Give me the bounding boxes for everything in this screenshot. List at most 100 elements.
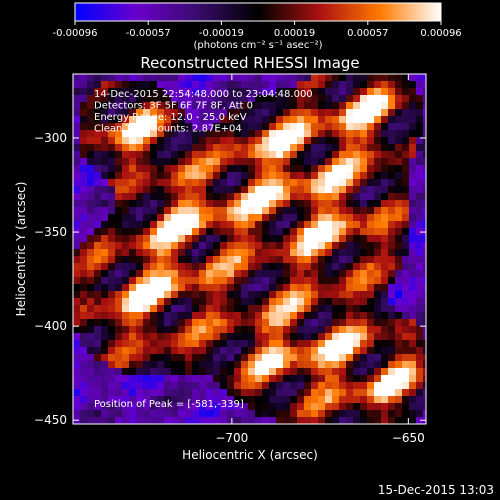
- heatmap-cell: [185, 95, 193, 103]
- heatmap-cell: [164, 186, 172, 194]
- heatmap-cell: [115, 172, 123, 180]
- heatmap-cell: [101, 81, 109, 89]
- heatmap-cell: [248, 361, 256, 369]
- heatmap-cell: [185, 88, 193, 96]
- heatmap-cell: [143, 123, 151, 131]
- heatmap-cell: [346, 242, 354, 250]
- heatmap-cell: [136, 81, 144, 89]
- heatmap-cell: [129, 375, 137, 383]
- heatmap-cell: [416, 207, 424, 215]
- heatmap-cell: [178, 137, 186, 145]
- heatmap-cell: [395, 123, 403, 131]
- heatmap-cell: [199, 123, 207, 131]
- heatmap-cell: [241, 88, 249, 96]
- heatmap-cell: [143, 340, 151, 348]
- heatmap-cell: [220, 312, 228, 320]
- heatmap-cell: [73, 347, 81, 355]
- heatmap-cell: [143, 186, 151, 194]
- heatmap-cell: [423, 410, 426, 418]
- heatmap-cell: [73, 263, 81, 271]
- heatmap-cell: [108, 109, 116, 117]
- heatmap-cell: [290, 375, 298, 383]
- heatmap-cell: [227, 256, 235, 264]
- heatmap-cell: [255, 305, 263, 313]
- heatmap-cell: [143, 403, 151, 411]
- heatmap-cell: [129, 298, 137, 306]
- heatmap-cell: [234, 109, 242, 117]
- heatmap-cell: [255, 228, 263, 236]
- heatmap-cell: [87, 221, 95, 229]
- heatmap-cell: [367, 193, 375, 201]
- heatmap-cell: [388, 249, 396, 257]
- heatmap-cell: [395, 116, 403, 124]
- heatmap-cell: [346, 263, 354, 271]
- heatmap-cell: [255, 151, 263, 159]
- heatmap-cell: [206, 263, 214, 271]
- heatmap-cell: [185, 165, 193, 173]
- heatmap-cell: [262, 305, 270, 313]
- heatmap-cell: [80, 368, 88, 376]
- heatmap-cell: [255, 123, 263, 131]
- heatmap-cell: [157, 396, 165, 404]
- heatmap-cell: [192, 200, 200, 208]
- heatmap-cell: [269, 340, 277, 348]
- heatmap-cell: [220, 326, 228, 334]
- heatmap-cell: [87, 396, 95, 404]
- heatmap-cell: [213, 256, 221, 264]
- heatmap-cell: [402, 263, 410, 271]
- heatmap-cell: [157, 228, 165, 236]
- heatmap-cell: [332, 74, 340, 82]
- heatmap-cell: [248, 158, 256, 166]
- heatmap-cell: [311, 151, 319, 159]
- heatmap-cell: [143, 102, 151, 110]
- heatmap-cell: [388, 305, 396, 313]
- heatmap-cell: [409, 207, 417, 215]
- heatmap-cell: [374, 417, 382, 424]
- heatmap-cell: [234, 193, 242, 201]
- heatmap-cell: [395, 151, 403, 159]
- heatmap-cell: [192, 403, 200, 411]
- heatmap-cell: [402, 277, 410, 285]
- heatmap-cell: [143, 354, 151, 362]
- heatmap-cell: [255, 179, 263, 187]
- heatmap-cell: [80, 340, 88, 348]
- heatmap-cell: [220, 123, 228, 131]
- heatmap-cell: [276, 368, 284, 376]
- heatmap-cell: [227, 354, 235, 362]
- heatmap-cell: [178, 403, 186, 411]
- heatmap-cell: [304, 193, 312, 201]
- heatmap-cell: [213, 277, 221, 285]
- heatmap-cell: [157, 165, 165, 173]
- heatmap-cell: [346, 228, 354, 236]
- heatmap-cell: [290, 333, 298, 341]
- heatmap-cell: [360, 123, 368, 131]
- heatmap-cell: [339, 312, 347, 320]
- heatmap-cell: [360, 417, 368, 424]
- heatmap-cell: [367, 277, 375, 285]
- heatmap-cell: [346, 235, 354, 243]
- heatmap-cell: [101, 298, 109, 306]
- heatmap-cell: [311, 249, 319, 257]
- heatmap-cell: [381, 277, 389, 285]
- heatmap-cell: [164, 298, 172, 306]
- heatmap-cell: [122, 417, 130, 424]
- heatmap-cell: [367, 165, 375, 173]
- heatmap-cell: [129, 242, 137, 250]
- heatmap-cell: [262, 193, 270, 201]
- heatmap-cell: [94, 193, 102, 201]
- heatmap-cell: [423, 102, 426, 110]
- heatmap-cell: [311, 333, 319, 341]
- heatmap-cell: [108, 347, 116, 355]
- heatmap-cell: [101, 172, 109, 180]
- heatmap-cell: [339, 193, 347, 201]
- heatmap-cell: [311, 326, 319, 334]
- heatmap-cell: [297, 214, 305, 222]
- heatmap-cell: [297, 130, 305, 138]
- heatmap-cell: [150, 123, 158, 131]
- heatmap-cell: [199, 403, 207, 411]
- heatmap-cell: [87, 123, 95, 131]
- heatmap-cell: [87, 277, 95, 285]
- heatmap-cell: [416, 410, 424, 418]
- heatmap-cell: [94, 81, 102, 89]
- heatmap-cell: [248, 214, 256, 222]
